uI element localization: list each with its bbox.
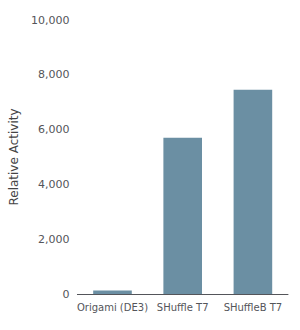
svg-text:SHuffleB T7: SHuffleB T7 [224,302,283,313]
svg-text:SHuffle T7: SHuffle T7 [157,302,209,313]
svg-text:0: 0 [62,288,69,301]
svg-text:Origami (DE3): Origami (DE3) [77,302,148,313]
svg-text:Relative Activity: Relative Activity [7,108,21,205]
svg-text:2,000: 2,000 [38,233,70,246]
svg-text:8,000: 8,000 [38,68,70,81]
svg-text:6,000: 6,000 [38,123,70,136]
svg-text:4,000: 4,000 [38,178,70,191]
svg-text:10,000: 10,000 [31,14,70,27]
